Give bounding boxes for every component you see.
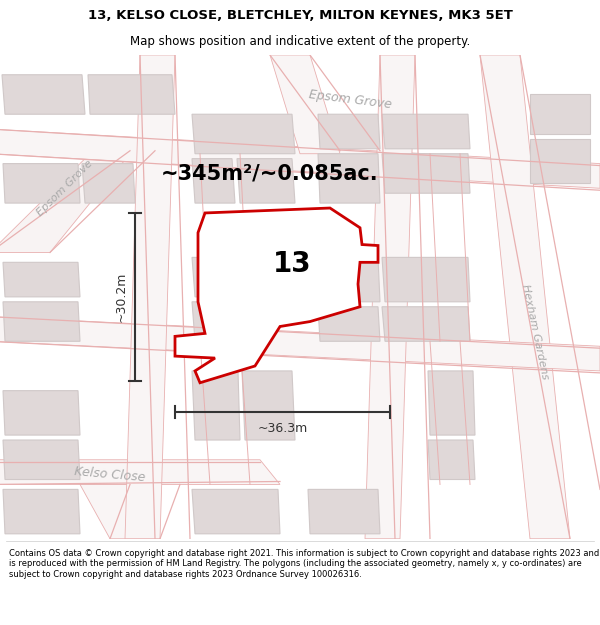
Polygon shape <box>382 258 470 302</box>
Polygon shape <box>308 489 380 534</box>
Text: 13: 13 <box>272 250 311 278</box>
Polygon shape <box>175 208 378 382</box>
Polygon shape <box>0 317 600 371</box>
Polygon shape <box>192 302 240 341</box>
Text: ~36.3m: ~36.3m <box>257 422 308 434</box>
Polygon shape <box>318 307 380 341</box>
Polygon shape <box>242 371 295 440</box>
Polygon shape <box>0 129 600 188</box>
Polygon shape <box>428 371 475 435</box>
Polygon shape <box>530 139 590 183</box>
Polygon shape <box>192 489 280 534</box>
Polygon shape <box>428 440 475 479</box>
Polygon shape <box>318 114 380 149</box>
Polygon shape <box>480 55 570 539</box>
Polygon shape <box>365 55 415 539</box>
Polygon shape <box>3 489 80 534</box>
Text: Hexham Gardens: Hexham Gardens <box>520 283 550 380</box>
Text: Map shows position and indicative extent of the property.: Map shows position and indicative extent… <box>130 35 470 48</box>
Polygon shape <box>88 75 175 114</box>
Polygon shape <box>3 391 80 435</box>
Polygon shape <box>382 307 470 341</box>
Polygon shape <box>192 114 295 154</box>
Polygon shape <box>80 484 160 539</box>
Polygon shape <box>3 302 80 341</box>
Polygon shape <box>3 440 80 479</box>
Text: ~345m²/~0.085ac.: ~345m²/~0.085ac. <box>161 164 379 184</box>
Polygon shape <box>382 154 470 193</box>
Text: ~30.2m: ~30.2m <box>115 272 128 322</box>
Polygon shape <box>82 164 135 203</box>
Polygon shape <box>3 262 80 297</box>
Polygon shape <box>318 258 380 302</box>
Polygon shape <box>530 94 590 134</box>
Polygon shape <box>237 258 295 297</box>
Text: Epsom Grove: Epsom Grove <box>308 88 392 111</box>
Polygon shape <box>0 460 280 484</box>
Polygon shape <box>2 75 85 114</box>
Polygon shape <box>318 154 380 203</box>
Polygon shape <box>237 159 295 203</box>
Text: 13, KELSO CLOSE, BLETCHLEY, MILTON KEYNES, MK3 5ET: 13, KELSO CLOSE, BLETCHLEY, MILTON KEYNE… <box>88 9 512 22</box>
Polygon shape <box>0 154 130 252</box>
Text: Kelso Close: Kelso Close <box>74 465 146 484</box>
Text: Epsom Grove: Epsom Grove <box>35 158 95 218</box>
Polygon shape <box>192 159 235 203</box>
Text: Contains OS data © Crown copyright and database right 2021. This information is : Contains OS data © Crown copyright and d… <box>9 549 599 579</box>
Polygon shape <box>192 371 240 440</box>
Polygon shape <box>3 164 80 203</box>
Polygon shape <box>382 114 470 149</box>
Polygon shape <box>192 258 235 297</box>
Polygon shape <box>125 55 175 539</box>
Polygon shape <box>270 55 340 154</box>
